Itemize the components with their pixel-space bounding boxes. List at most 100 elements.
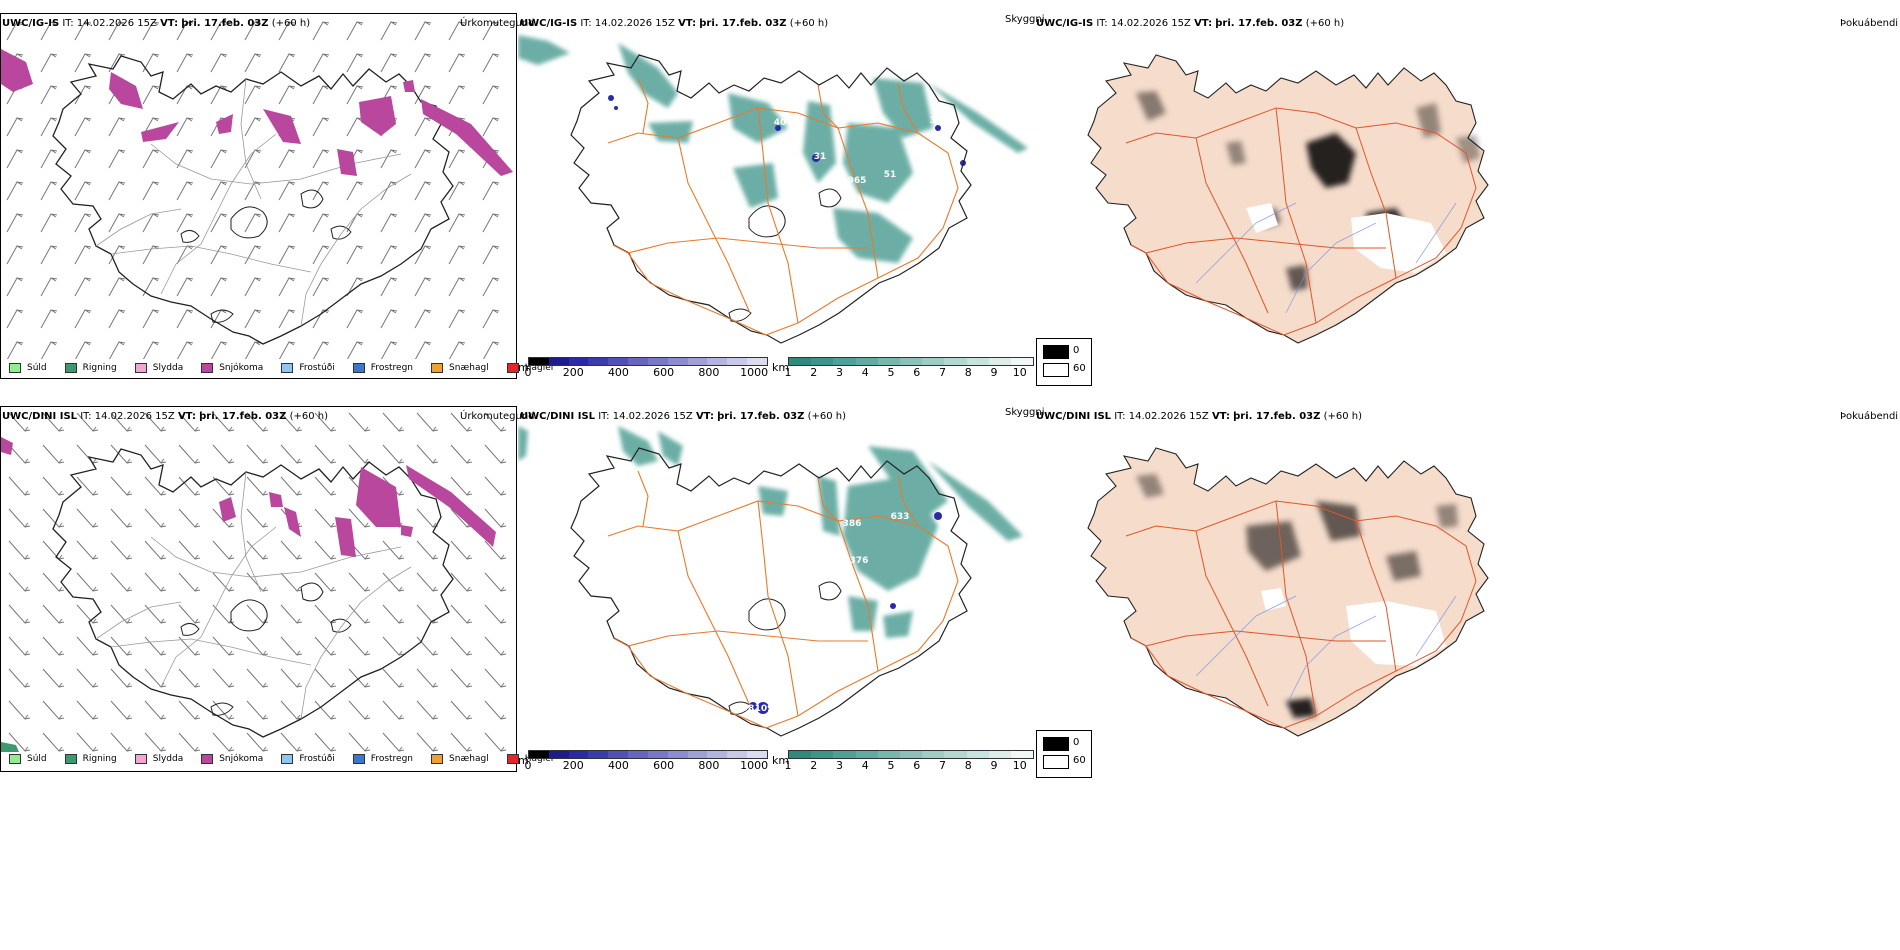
ceiling-colorbar-cell	[529, 358, 549, 365]
visibility-value-label: 40	[774, 118, 787, 128]
ceiling-colorbar-cell	[568, 358, 589, 365]
panel-title-row1-p2: UWC/IG-IS IT: 14.02.2026 15Z VT: þri. 17…	[520, 18, 829, 29]
visibility-colorbar-tick: 5	[887, 366, 895, 379]
fog-map	[1087, 54, 1489, 344]
ceiling-colorbar-cell	[548, 751, 569, 758]
ceiling-colorbar-tick: 800	[698, 759, 720, 772]
legend-swatch	[431, 363, 444, 373]
fog-legend-low-swatch	[1043, 755, 1069, 769]
ceiling-colorbar-cell	[548, 358, 569, 365]
ceiling-colorbar-tick: 200	[562, 759, 584, 772]
ceiling-colorbar-cell	[647, 358, 668, 365]
legend-swatch	[134, 363, 147, 373]
legend-swatch	[201, 363, 214, 373]
legend-label: Snæhagl	[449, 363, 489, 373]
ceiling-colorbar-cell	[727, 751, 748, 758]
visibility-value-labels: 73 40 31 965 51 48 31	[774, 102, 943, 221]
visibility-value-label: 965	[848, 176, 867, 186]
visibility-colorbar: km 1 2 3 4 5 6 7 8 9 10	[772, 357, 1034, 379]
ceiling-colorbar-tick: 600	[653, 366, 675, 379]
visibility-colorbar-cell	[988, 751, 1011, 758]
ceiling-colorbar-tick: 0	[524, 759, 532, 772]
visibility-colorbar-tick: 10	[1012, 759, 1027, 772]
ceiling-colorbar-cell	[667, 358, 688, 365]
precip-legend: Súld Rigning Slydda Snjókoma Frostúði Frostre…	[1, 358, 553, 378]
snow-areas	[1, 49, 513, 176]
legend-label: Frostregn	[370, 363, 414, 373]
legend-swatch	[431, 754, 444, 764]
legend-item-súld: Súld	[9, 363, 47, 373]
legend-item-frostregn: Frostregn	[352, 363, 414, 373]
ceiling-colorbar-cell	[727, 358, 748, 365]
visibility-colorbar-tick: 7	[939, 759, 947, 772]
visibility-colorbar-cell	[833, 358, 856, 365]
visibility-colorbar-tick: 4	[861, 366, 869, 379]
ceiling-colorbar: m 0 200 400 600 800 1000	[518, 357, 768, 379]
legend-item-haglél: Haglél	[506, 363, 554, 373]
visibility-colorbar-cell	[789, 751, 812, 758]
legend-label: Haglél	[524, 754, 554, 764]
legend-item-frostúði: Frostúði	[281, 363, 335, 373]
ceiling-colorbar-tick: 600	[653, 759, 675, 772]
ceiling-colorbar-cell	[628, 751, 648, 758]
legend-label: Snjókoma	[219, 754, 264, 764]
visibility-colorbar-tick: 6	[913, 759, 921, 772]
visibility-colorbar-tick: 6	[913, 366, 921, 379]
visibility-colorbar-cell	[1010, 751, 1034, 758]
visibility-value-label: 31	[814, 152, 827, 162]
visibility-colorbar-cell	[789, 358, 812, 365]
legend-label: Frostúði	[299, 754, 335, 764]
legend-item-rigning: Rigning	[64, 754, 117, 764]
visibility-map: 73 40 31 965 51 48 31	[518, 35, 1028, 344]
fog-legend-row2: 0 60	[1036, 730, 1092, 778]
visibility-panel-row1: 73 40 31 965 51 48 31 m 0 200 400 600 800 1000 km 1…	[518, 13, 1035, 379]
ceiling-colorbar-cell	[747, 358, 767, 365]
visibility-colorbar-cell	[877, 751, 900, 758]
ceiling-colorbar-tick: 800	[698, 366, 720, 379]
ceiling-colorbar-cell	[608, 358, 629, 365]
legend-label: Rigning	[82, 363, 117, 373]
legend-item-snæhagl: Snæhagl	[431, 754, 489, 764]
panel-title-row2-p2: UWC/DINI ISL IT: 14.02.2026 15Z VT: þri.…	[520, 411, 847, 422]
fog-index-areas	[1136, 474, 1458, 718]
legend-label: Haglél	[524, 363, 554, 373]
low-ceiling-spots	[749, 512, 942, 714]
low-visibility-areas	[518, 426, 1023, 638]
panel-var-fog-row1: Þokuábendi	[1840, 18, 1899, 29]
visibility-colorbar-tick: 9	[990, 759, 998, 772]
panel-var-precip-row1: Úrkomutegund	[460, 18, 535, 29]
fog-map	[1087, 447, 1489, 737]
fog-legend-high-swatch	[1043, 345, 1069, 359]
legend-label: Rigning	[82, 754, 117, 764]
fog-panel-row1	[1036, 13, 1551, 379]
rain-areas	[1, 742, 19, 752]
fog-legend-low-swatch	[1043, 363, 1069, 377]
ceiling-colorbar-tick: 400	[607, 759, 629, 772]
panel-var-fog-row2: Þokuábendi	[1840, 411, 1899, 422]
legend-swatch	[9, 363, 21, 373]
visibility-colorbar-cell	[811, 751, 834, 758]
visibility-value-label: 51	[884, 170, 897, 180]
ceiling-colorbar-cell	[588, 358, 609, 365]
low-ceiling-spots	[608, 95, 966, 166]
visibility-value-label: 376	[850, 556, 869, 566]
visibility-colorbar-tick: 3	[836, 759, 843, 772]
visibility-value-label: 386	[843, 519, 862, 529]
visibility-value-labels: 386 633 376 98 109	[742, 512, 910, 714]
ceiling-colorbar-cell	[529, 751, 549, 758]
visibility-colorbar-cell	[899, 358, 923, 365]
visibility-colorbar-cell	[811, 358, 834, 365]
precip-legend: Súld Rigning Slydda Snjókoma Frostúði Frostre…	[1, 749, 553, 769]
legend-item-súld: Súld	[9, 754, 47, 764]
visibility-colorbar-tick: 5	[887, 759, 895, 772]
visibility-colorbar-tick: 10	[1012, 366, 1027, 379]
panel-title-row2-p3: UWC/DINI ISL IT: 14.02.2026 15Z VT: þri.…	[1036, 411, 1363, 422]
legend-swatch	[64, 363, 77, 373]
legend-swatch	[506, 363, 519, 373]
visibility-value-label: 633	[891, 512, 910, 522]
ceiling-colorbar-tick: 400	[607, 366, 629, 379]
legend-swatch	[281, 363, 294, 373]
low-visibility-areas	[518, 35, 1028, 263]
ceiling-colorbar-cell	[747, 751, 767, 758]
ceiling-colorbar-cell	[608, 751, 629, 758]
